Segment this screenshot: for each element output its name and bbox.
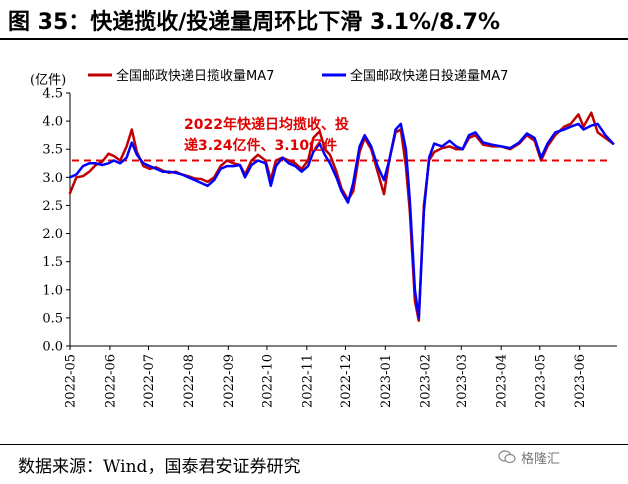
x-tick-label: 2022-06 [103,354,118,408]
x-tick-label: 2022-05 [64,354,79,408]
x-tick-label: 2022-12 [339,354,354,408]
y-tick-label: 2.0 [42,227,63,242]
x-tick-label: 2023-02 [419,354,434,408]
y-tick-label: 2.5 [42,199,63,214]
y-axis-unit-label: (亿件) [30,73,66,88]
annotation-line-2: 递3.24亿件、3.10亿件 [184,137,337,154]
y-tick-label: 3.0 [42,171,63,186]
annotation: 2022年快递日均揽收、投 递3.24亿件、3.10亿件 [184,116,349,154]
top-divider [0,38,628,40]
source-note: 数据来源：Wind，国泰君安证券研究 [18,457,301,477]
series-layer [68,111,615,322]
series-line-delivery [68,122,615,320]
x-tick-label: 2023-01 [379,354,394,408]
series-line-collection [68,111,615,322]
y-tick-label: 3.5 [42,143,63,158]
y-tick-label: 4.5 [42,87,63,102]
axes-layer: (亿件) 0.0 0.5 1.0 1.5 2.0 2.5 3.0 3.5 4.0 4.5 2022-0… [30,73,617,408]
y-tick-label: 4.0 [42,115,63,130]
wechat-icon [498,450,516,464]
x-tick-label: 2022-08 [182,354,197,408]
x-tick-label: 2023-05 [533,354,548,408]
annotation-line-1: 2022年快递日均揽收、投 [184,116,349,133]
legend-label-red: 全国邮政快递日揽收量MA7 [116,68,274,84]
y-tick-label: 1.5 [42,255,63,270]
y-tick-label: 0.0 [42,340,63,355]
legend: 全国邮政快递日揽收量MA7 全国邮政快递日投递量MA7 [88,68,508,84]
watermark-text: 格隆汇 [521,452,561,467]
figure-title: 图 35：快递揽收/投递量周环比下滑 3.1%/8.7% [8,10,501,35]
line-chart: (亿件) 0.0 0.5 1.0 1.5 2.0 2.5 3.0 3.5 4.0 4.5 2022-0… [30,68,617,408]
y-tick-label: 0.5 [42,311,63,326]
legend-label-blue: 全国邮政快递日投递量MA7 [350,68,508,84]
x-tick-label: 2023-04 [495,354,510,408]
x-tick-label: 2022-07 [142,354,157,408]
y-tick-label: 1.0 [42,283,63,298]
bottom-divider [0,444,628,445]
x-tick-label: 2022-11 [300,354,315,408]
x-tick-label: 2023-03 [455,354,470,408]
x-tick-label: 2022-09 [222,354,237,408]
x-tick-label: 2022-10 [260,354,275,408]
x-tick-label: 2023-06 [573,354,588,408]
